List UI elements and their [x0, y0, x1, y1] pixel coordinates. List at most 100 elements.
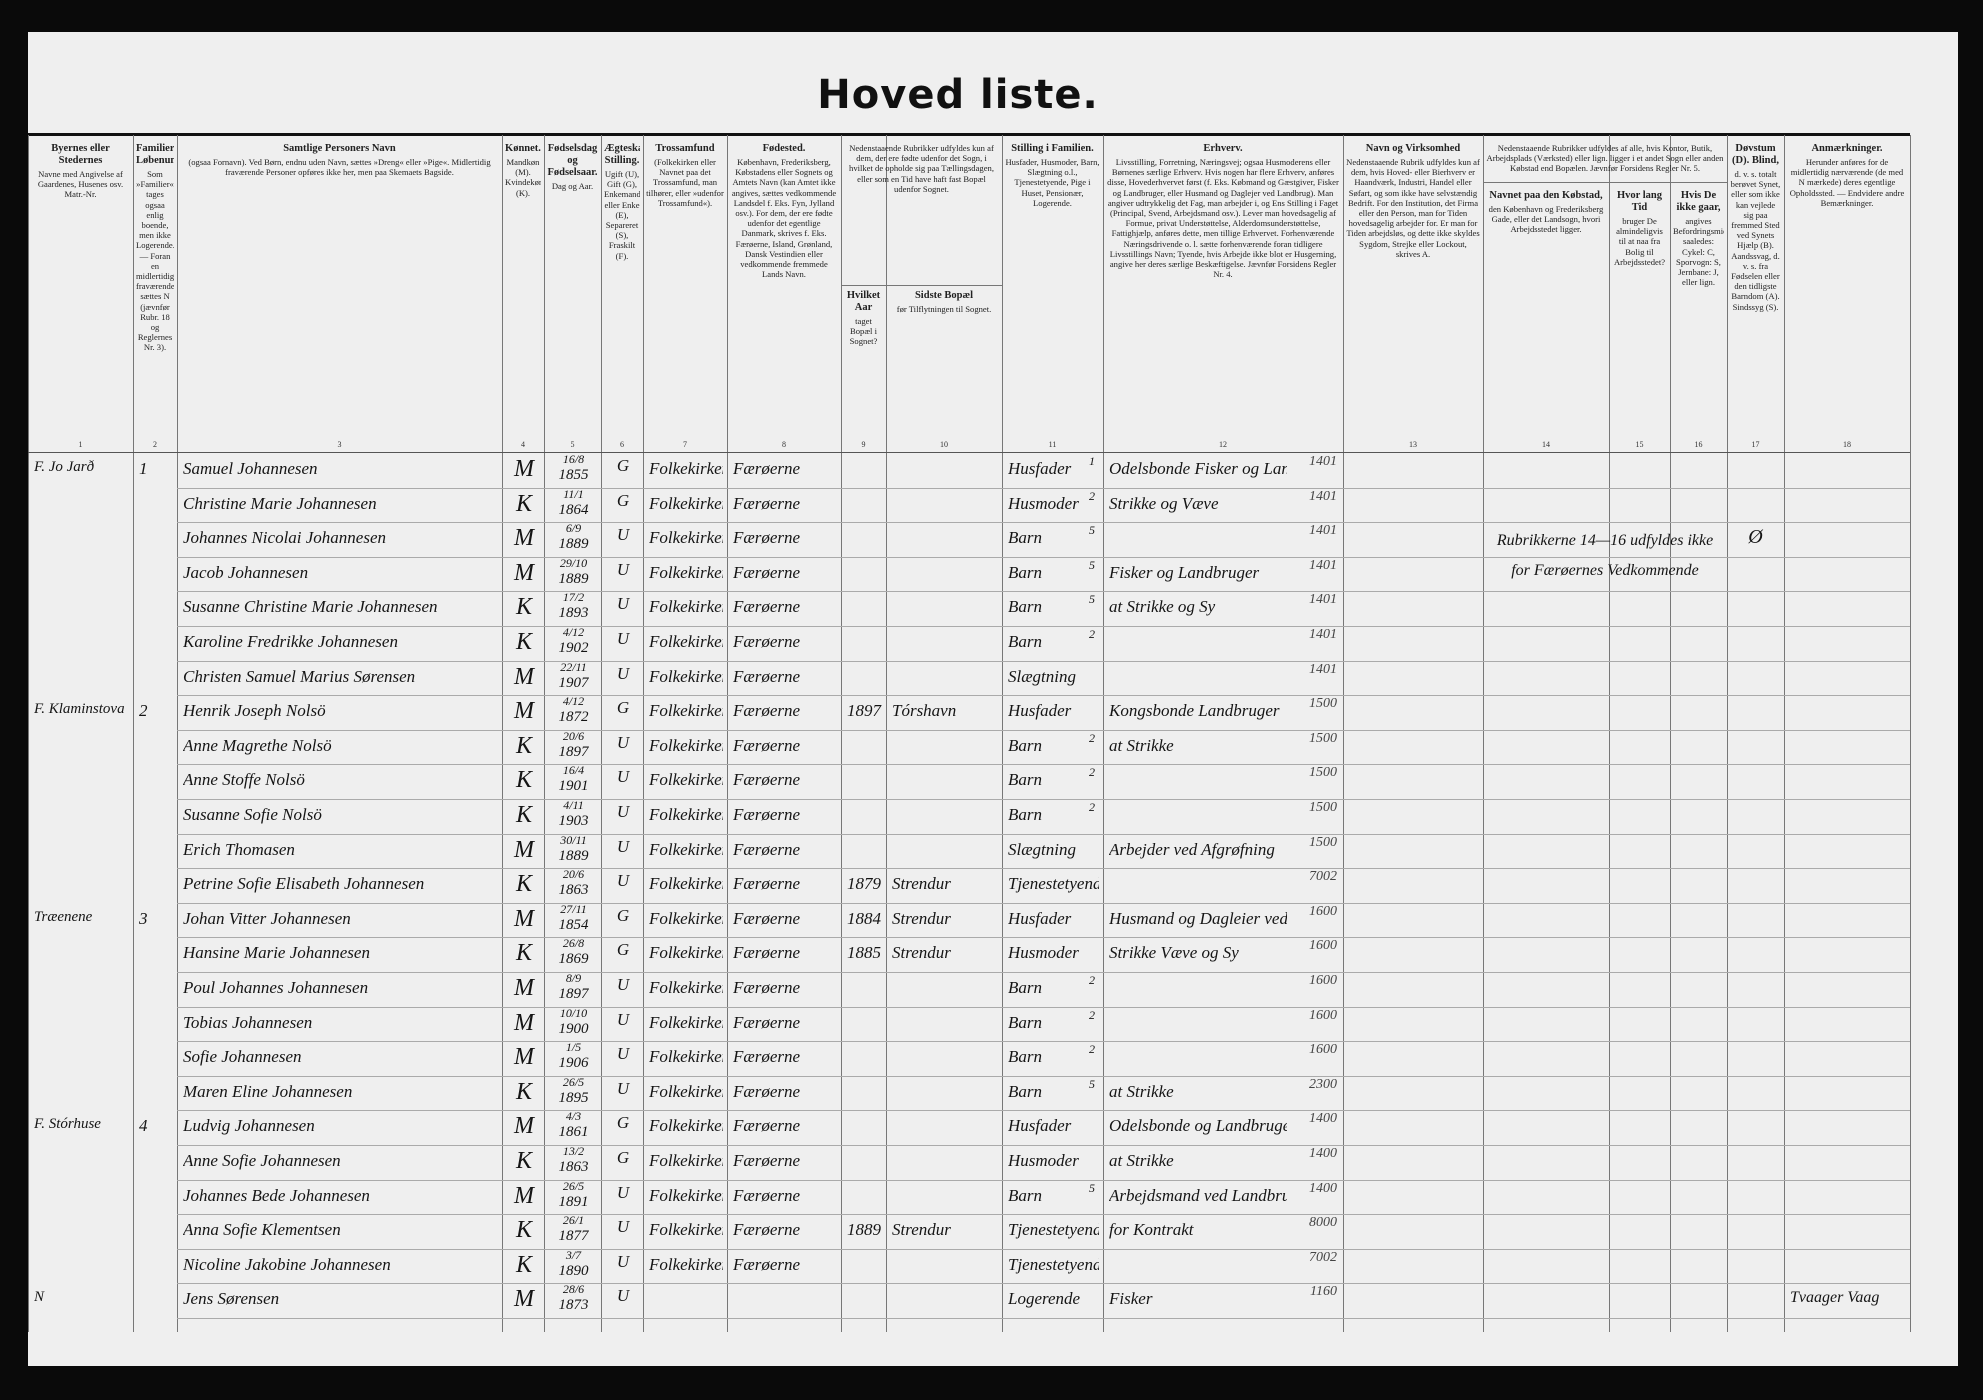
column-line	[643, 135, 644, 1332]
cell-code: 8000	[1309, 1215, 1337, 1231]
cell-code: 1160	[1310, 1284, 1337, 1300]
row-line	[177, 1145, 1910, 1146]
cell-name: Jacob Johannesen	[183, 562, 309, 582]
column-line	[1727, 135, 1728, 1332]
cell-civil: G	[616, 698, 630, 718]
cell-faith: Folkekirken	[649, 735, 723, 755]
column-number: 9	[861, 440, 866, 449]
column-title: Hvilket Aar	[846, 290, 881, 313]
cell-date: 4/12	[562, 694, 585, 709]
column-number: 11	[1048, 440, 1057, 449]
column-title: Navnet paa den Købstad,	[1489, 190, 1603, 201]
cell-faith: Folkekirken	[649, 1116, 723, 1136]
column-title: Ægteskabelig Stilling.	[604, 143, 640, 166]
cell-role-no: 2	[1089, 627, 1095, 641]
column-title: Anmærkninger.	[1811, 143, 1883, 154]
column-line	[1609, 135, 1610, 1332]
cell-role-no: 2	[1089, 488, 1095, 503]
column-number: 4	[521, 440, 525, 449]
cell-faith: Folkekirken	[649, 493, 723, 513]
cell-name: Johan Vitter Johannesen	[183, 908, 351, 928]
cell-role: Barn	[1008, 1081, 1042, 1101]
cell-date: 16/4	[562, 763, 585, 778]
cell-role: Barn	[1008, 597, 1042, 617]
cell-born: Færøerne	[733, 770, 801, 790]
cell-year: 1869	[558, 951, 589, 968]
cell-job: Strikke og Væve	[1109, 493, 1219, 513]
cell-sex: M	[514, 905, 534, 932]
cell-civil: U	[616, 1044, 630, 1064]
cell-civil: U	[616, 802, 630, 821]
cell-no: 1	[139, 459, 148, 478]
cell-year: 1864	[558, 501, 589, 518]
cell-name: Hansine Marie Johannesen	[183, 943, 370, 963]
cell-born: Færøerne	[733, 666, 801, 686]
cell-date: 6/9	[565, 521, 582, 536]
cell-date: 20/6	[562, 867, 585, 882]
cell-date: 4/12	[562, 625, 585, 639]
cell-year: 1893	[558, 605, 589, 622]
cell-job: at Strikke	[1109, 1151, 1174, 1170]
column-line	[502, 135, 503, 1332]
cell-year: 1903	[558, 813, 589, 829]
row-line	[177, 695, 1910, 697]
column-line	[544, 135, 545, 1332]
cell-code: 1500	[1309, 730, 1337, 746]
cell-sex: M	[514, 456, 534, 482]
cell-year: 1889	[558, 570, 589, 587]
cell-civil: G	[616, 490, 630, 510]
title: Hoved liste.	[817, 72, 1099, 118]
column-number: 8	[782, 440, 786, 449]
cell-date: 16/8	[562, 452, 585, 466]
cell-sex: M	[514, 698, 534, 725]
column-line	[1343, 135, 1344, 1332]
cell-place: F. Klaminstova	[34, 701, 125, 718]
cell-name: Maren Eline Johannesen	[183, 1081, 353, 1101]
cell-name: Christen Samuel Marius Sørensen	[183, 666, 416, 686]
column-number: 5	[570, 440, 575, 449]
cell-name: Jens Sørensen	[183, 1289, 280, 1309]
cell-name: Anne Stoffe Nolsö	[183, 770, 305, 790]
cell-civil: U	[616, 1286, 630, 1306]
cell-job: at Strikke og Sy	[1109, 597, 1216, 617]
cell-civil: U	[616, 1009, 630, 1029]
group-header: Nedenstaaende Rubrikker udfyldes af alle…	[1486, 143, 1724, 174]
column-header: Kønnet. Mandkøn (M). Kvindekøn (K).	[505, 143, 541, 438]
column-title: Fødselsdag og Fødselsaar.	[547, 143, 598, 178]
cell-year: 1891	[558, 1193, 589, 1210]
cell-date: 26/5	[562, 1178, 585, 1193]
cell-name: Johannes Bede Johannesen	[183, 1185, 370, 1205]
cell-year: 1889	[558, 847, 589, 864]
cell-civil: U	[616, 525, 630, 545]
cell-civil: U	[616, 1078, 630, 1098]
column-line	[1483, 135, 1484, 1332]
cell-role: Barn	[1008, 805, 1042, 824]
column-header: Byernes eller Stedernes Navne med Angivel…	[31, 143, 130, 438]
cell-role: Husfader	[1008, 459, 1072, 478]
cell-role: Barn	[1008, 632, 1042, 651]
cell-code: 1401	[1309, 523, 1337, 539]
cell-role: Barn	[1008, 562, 1042, 582]
row-line	[177, 729, 1910, 731]
cell-job: at Strikke	[1109, 1081, 1174, 1101]
cell-date: 26/5	[562, 1074, 585, 1089]
cell-job: Husmand og Dagleier ved Landbrug	[1109, 908, 1287, 928]
column-number: 1	[78, 440, 83, 449]
cell-faith: Folkekirken	[649, 978, 723, 997]
cell-sex: K	[515, 767, 532, 794]
cell-name: Poul Johannes Johannesen	[183, 978, 369, 997]
cell-remark: Tvaager Vaag	[1790, 1289, 1880, 1307]
cell-sex: M	[514, 1044, 534, 1071]
cell-date: 10/10	[559, 1005, 588, 1020]
cell-born: Færøerne	[733, 1254, 801, 1274]
column-number: 13	[1409, 440, 1417, 449]
cell-sex: M	[514, 559, 534, 586]
cell-role-no: 2	[1089, 730, 1095, 745]
cell-sex: K	[515, 871, 532, 898]
row-line	[177, 972, 1910, 973]
cell-born: Færøerne	[733, 459, 801, 478]
cell-sex: M	[514, 1009, 534, 1036]
cell-name: Karoline Fredrikke Johannesen	[183, 632, 398, 651]
cell-faith: Folkekirken	[649, 943, 723, 963]
cell-date: 1/5	[565, 1040, 582, 1055]
